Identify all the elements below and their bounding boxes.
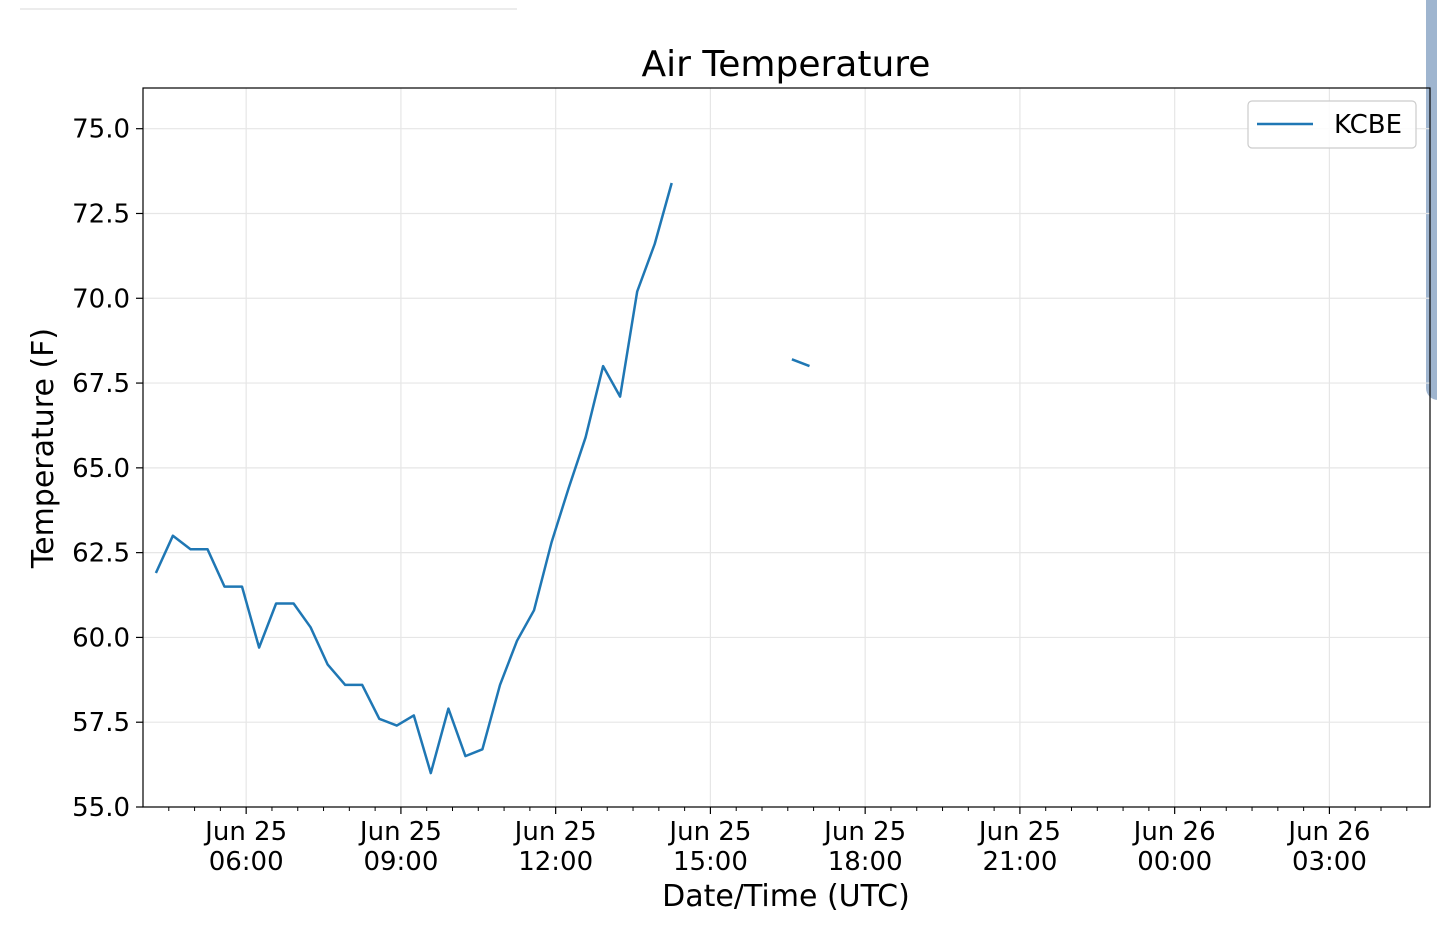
y-tick-label-1: 57.5 (72, 708, 130, 738)
x-tick-time-0: 06:00 (209, 847, 284, 877)
series-lines (154, 182, 810, 775)
x-tick-date-6: Jun 26 (1132, 817, 1216, 847)
axis-ticks: 55.0 57.5 60.0 62.5 65.0 67.5 70.0 72.5 75.0 Jun … (72, 115, 1408, 877)
y-tick-label-7: 72.5 (72, 199, 130, 229)
series-line-kcbe-segment-1 (791, 358, 810, 368)
x-tick-date-4: Jun 25 (822, 817, 906, 847)
x-tick-date-0: Jun 25 (203, 817, 287, 847)
x-tick-time-3: 15:00 (673, 847, 748, 877)
x-tick-date-1: Jun 25 (358, 817, 442, 847)
series-line-kcbe-segment-0 (154, 182, 673, 775)
y-tick-label-2: 60.0 (72, 623, 130, 653)
x-tick-time-4: 18:00 (828, 847, 903, 877)
y-tick-label-0: 55.0 (72, 793, 130, 823)
side-scroll-panel[interactable] (1426, 0, 1437, 400)
x-tick-time-6: 00:00 (1137, 847, 1212, 877)
x-tick-time-1: 09:00 (363, 847, 438, 877)
chart-title: Air Temperature (642, 44, 931, 85)
y-tick-label-5: 67.5 (72, 369, 130, 399)
legend: KCBE (1247, 100, 1417, 149)
grid-lines (143, 88, 1430, 808)
y-axis-label: Temperature (F) (26, 328, 61, 569)
x-tick-time-5: 21:00 (982, 847, 1057, 877)
y-tick-label-3: 62.5 (72, 539, 130, 569)
x-tick-time-2: 12:00 (518, 847, 593, 877)
x-tick-date-2: Jun 25 (513, 817, 597, 847)
x-axis-label: Date/Time (UTC) (662, 879, 910, 914)
plot-frame (142, 87, 1431, 808)
x-tick-time-7: 03:00 (1292, 847, 1367, 877)
legend-box (1247, 100, 1417, 149)
y-tick-label-4: 65.0 (72, 454, 130, 484)
x-tick-date-7: Jun 26 (1286, 817, 1370, 847)
legend-label-kcbe: KCBE (1334, 110, 1402, 140)
y-tick-label-6: 70.0 (72, 284, 130, 314)
x-tick-date-5: Jun 25 (977, 817, 1061, 847)
y-tick-label-8: 75.0 (72, 115, 130, 145)
top-strip-divider (20, 8, 517, 10)
x-tick-date-3: Jun 25 (667, 817, 751, 847)
